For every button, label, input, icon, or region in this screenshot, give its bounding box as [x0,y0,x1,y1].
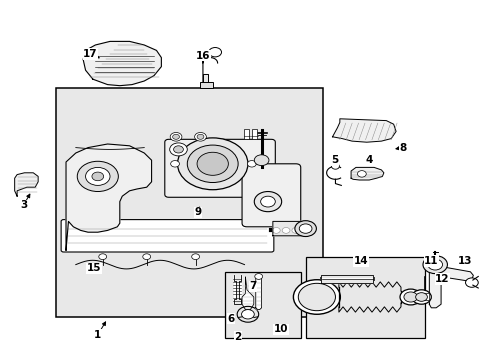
Polygon shape [15,173,38,196]
Circle shape [92,172,103,181]
Bar [251,129,256,139]
Bar [200,82,212,88]
Circle shape [331,163,339,169]
Circle shape [403,292,417,302]
Circle shape [194,132,206,141]
Circle shape [197,152,228,175]
Text: 10: 10 [273,324,288,334]
Circle shape [85,167,110,185]
FancyBboxPatch shape [61,220,273,252]
Bar [56,88,322,317]
Text: 8: 8 [399,143,406,153]
Circle shape [399,289,421,305]
Text: 12: 12 [434,274,449,284]
Circle shape [411,290,430,304]
Polygon shape [417,293,428,300]
Polygon shape [203,74,207,83]
Text: 15: 15 [86,263,101,273]
Text: 16: 16 [195,51,210,61]
Circle shape [293,280,340,314]
Circle shape [247,161,256,167]
Circle shape [191,254,199,260]
Circle shape [99,254,106,260]
Text: 11: 11 [423,256,438,266]
Polygon shape [350,167,383,180]
Polygon shape [332,119,395,142]
Circle shape [291,228,299,233]
Circle shape [427,259,442,270]
Polygon shape [320,275,372,283]
Circle shape [272,228,280,233]
Text: 13: 13 [457,256,471,266]
Circle shape [170,161,179,167]
Polygon shape [272,221,305,236]
Polygon shape [233,275,235,304]
Text: 6: 6 [227,314,234,324]
Circle shape [197,134,203,139]
Circle shape [208,48,221,57]
Circle shape [422,256,447,274]
Text: 9: 9 [194,207,201,217]
Text: 17: 17 [83,49,98,59]
Circle shape [282,228,289,233]
Circle shape [77,161,118,192]
FancyBboxPatch shape [164,139,275,197]
Text: 3: 3 [20,200,27,210]
Circle shape [299,224,311,233]
Circle shape [237,306,258,322]
Text: 4: 4 [365,155,372,165]
Text: 7: 7 [248,281,256,291]
Bar [305,257,425,338]
Text: 14: 14 [353,256,367,266]
Circle shape [260,196,275,207]
Circle shape [254,192,281,212]
Circle shape [415,293,427,301]
Circle shape [172,134,179,139]
Bar [224,272,300,338]
Circle shape [241,310,254,319]
Polygon shape [66,144,151,250]
Bar [244,129,249,139]
Circle shape [142,254,150,260]
Circle shape [173,146,183,153]
Circle shape [465,278,477,287]
Circle shape [357,171,366,177]
Polygon shape [83,41,161,86]
Circle shape [170,132,182,141]
Text: 5: 5 [331,155,338,165]
Text: 2: 2 [234,332,241,342]
Polygon shape [255,275,261,310]
Circle shape [294,221,316,237]
Polygon shape [428,265,472,308]
Polygon shape [242,277,253,310]
Circle shape [254,155,268,166]
Circle shape [254,274,262,279]
Circle shape [169,143,187,156]
Text: 1: 1 [94,330,101,340]
Circle shape [187,145,238,183]
Circle shape [177,138,247,190]
FancyBboxPatch shape [242,164,300,227]
Polygon shape [238,275,240,304]
Circle shape [298,283,335,311]
